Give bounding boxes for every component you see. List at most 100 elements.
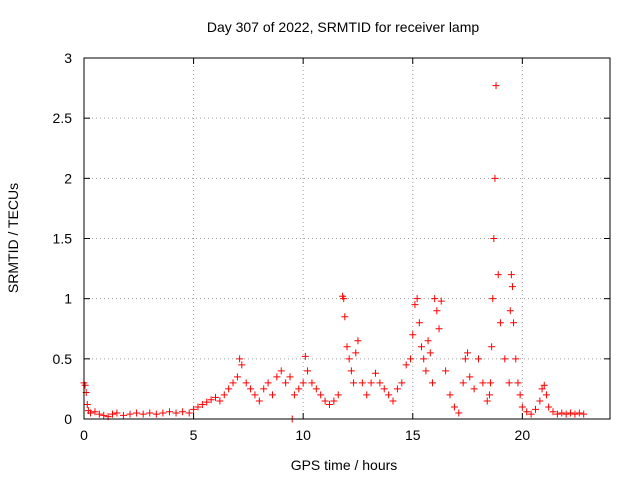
data-point (426, 349, 434, 357)
data-point (487, 379, 495, 387)
data-point (376, 379, 384, 387)
data-point (325, 401, 333, 409)
data-point (540, 381, 548, 389)
y-tick-label: 1 (64, 291, 72, 307)
data-point (179, 408, 187, 416)
data-point (317, 391, 325, 399)
data-point (507, 271, 515, 279)
data-point (466, 373, 474, 381)
y-tick-label: 3 (64, 50, 72, 66)
data-point (345, 355, 353, 363)
data-point (514, 379, 522, 387)
data-point (491, 174, 499, 182)
data-point (81, 381, 89, 389)
data-point (464, 349, 472, 357)
data-point (435, 325, 443, 333)
data-point (95, 410, 103, 418)
data-point (571, 410, 579, 418)
data-point (424, 337, 432, 345)
data-point (470, 385, 478, 393)
data-point (510, 319, 518, 327)
data-point (233, 373, 241, 381)
data-point (229, 379, 237, 387)
data-point (260, 385, 268, 393)
data-point (321, 397, 329, 405)
data-point (341, 313, 349, 321)
data-point (282, 379, 290, 387)
y-tick-label: 0 (64, 411, 72, 427)
data-point (575, 409, 583, 417)
data-point (352, 349, 360, 357)
data-point (139, 410, 147, 418)
data-point (545, 403, 553, 411)
data-point (409, 331, 417, 339)
data-point (490, 235, 498, 242)
data-point (358, 379, 366, 387)
data-point (87, 409, 95, 417)
data-point (304, 367, 312, 375)
data-point (159, 409, 167, 417)
data-point (422, 367, 430, 375)
data-point (247, 385, 255, 393)
data-point (301, 352, 309, 360)
data-point (398, 379, 406, 387)
data-point (185, 409, 193, 417)
data-point (433, 307, 441, 315)
data-point (558, 409, 566, 417)
data-point (407, 355, 415, 363)
data-point (363, 391, 371, 399)
data-point (420, 355, 428, 363)
data-point (553, 410, 561, 418)
data-point (308, 379, 316, 387)
data-point (203, 398, 211, 406)
points-layer (80, 82, 588, 423)
data-point (330, 397, 338, 405)
data-point (567, 409, 575, 417)
data-point (562, 410, 570, 418)
data-point (437, 297, 445, 305)
data-point (518, 403, 526, 411)
data-point (347, 367, 355, 375)
data-point (461, 355, 469, 363)
data-point (277, 367, 285, 375)
data-point (242, 379, 250, 387)
data-point (225, 385, 233, 393)
data-point (505, 379, 513, 387)
data-point (531, 405, 539, 413)
data-point (207, 396, 215, 404)
data-point (255, 397, 263, 405)
data-point (431, 295, 439, 303)
data-point (508, 283, 516, 291)
data-point (512, 355, 520, 363)
data-point (580, 410, 588, 418)
data-point (91, 408, 99, 416)
data-point (190, 405, 198, 413)
y-tick-label: 1.5 (53, 231, 73, 247)
data-point (402, 361, 410, 369)
data-point (343, 343, 351, 351)
data-point (238, 361, 246, 369)
labels-layer: 0 5 10 15 20 0 0.5 1 1.5 2 2.5 3 (53, 50, 531, 443)
data-point (475, 355, 482, 363)
data-point (312, 385, 320, 393)
data-point (538, 385, 546, 393)
data-point (334, 391, 342, 399)
data-point (385, 391, 393, 399)
data-point (479, 379, 487, 387)
data-point (413, 295, 421, 303)
x-tick-label: 0 (80, 427, 88, 443)
data-point (494, 271, 502, 279)
data-point (350, 379, 358, 387)
data-point (442, 367, 450, 375)
data-point (268, 391, 276, 399)
data-point (83, 401, 91, 409)
y-tick-label: 2 (64, 170, 72, 186)
data-point (488, 343, 496, 351)
x-tick-label: 15 (405, 427, 421, 443)
data-point (523, 408, 531, 416)
data-point (340, 295, 348, 303)
data-point (220, 391, 228, 399)
data-point (549, 408, 557, 416)
